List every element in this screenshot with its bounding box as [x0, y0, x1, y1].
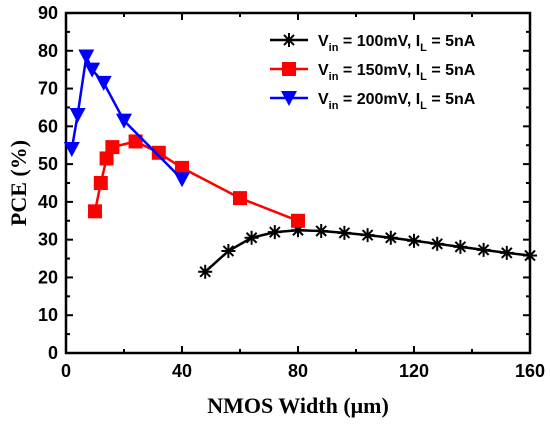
legend-label: Vin = 100mV, IL = 5nA: [318, 33, 476, 54]
y-tick-label: 20: [38, 267, 58, 287]
marker-stroke: [222, 245, 235, 257]
x-tick-label: 40: [172, 361, 192, 381]
legend-text-part: = 200mV, I: [338, 91, 420, 108]
legend-text-part: = 5nA: [427, 33, 476, 50]
legend-marker: [281, 91, 297, 106]
marker-stroke: [501, 247, 513, 259]
data-point: [383, 230, 398, 245]
legend-subscript: L: [420, 100, 427, 112]
marker-stroke: [408, 235, 420, 247]
y-tick-label: 40: [38, 192, 58, 212]
marker-stroke: [283, 34, 295, 46]
legend-entry-1: Vin = 100mV, IL = 5nA: [270, 33, 476, 54]
x-tick-label: 120: [399, 361, 429, 381]
series-3: [63, 49, 190, 188]
legend-entry-2: Vin = 150mV, IL = 5nA: [270, 62, 476, 83]
y-tick-label: 90: [38, 3, 58, 23]
x-axis: 0 40 80 120 160: [61, 13, 545, 381]
y-axis-title: PCE (%): [6, 140, 31, 226]
data-point: [221, 244, 236, 258]
data-point: [233, 191, 247, 206]
data-point: [93, 176, 108, 190]
legend-subscript: L: [420, 42, 427, 54]
legend-entry-3: Vin = 200mV, IL = 5nA: [270, 91, 476, 112]
y-tick-label: 80: [38, 41, 58, 61]
data-point: [151, 145, 166, 160]
data-point: [314, 223, 329, 238]
data-point: [267, 225, 282, 240]
marker-stroke: [385, 232, 397, 244]
legend-text-part: = 100mV, I: [338, 33, 420, 50]
marker-stroke: [338, 227, 351, 239]
data-point: [175, 160, 189, 175]
legend-subscript: in: [329, 42, 339, 54]
marker-stroke: [361, 229, 374, 241]
marker-stroke: [431, 238, 443, 250]
y-tick-label: 50: [38, 154, 58, 174]
legend-label: Vin = 200mV, IL = 5nA: [318, 91, 476, 112]
series-line: [93, 140, 299, 222]
data-point: [95, 75, 112, 91]
legend-subscript: in: [329, 100, 339, 112]
data-point: [78, 49, 95, 65]
y-tick-label: 60: [38, 116, 58, 136]
data-point: [523, 248, 537, 263]
x-tick-label: 160: [515, 361, 545, 381]
legend-text-part: = 5nA: [427, 91, 476, 108]
y-tick-label: 10: [38, 305, 58, 325]
data-point: [116, 113, 132, 129]
legend-subscript: in: [329, 71, 339, 83]
marker-stroke: [454, 241, 467, 253]
data-point: [430, 236, 445, 251]
x-tick-label: 0: [61, 361, 71, 381]
data-point: [198, 264, 213, 279]
legend-subscript: L: [420, 71, 427, 83]
marker-stroke: [524, 249, 536, 262]
marker-stroke: [315, 225, 327, 237]
y-axis: 0 10 20 30 40 50 60 70 80 90: [38, 3, 530, 363]
data-point: [63, 142, 80, 157]
series-1: [198, 223, 537, 279]
data-point: [105, 140, 120, 155]
data-point: [291, 213, 305, 228]
y-tick-label: 30: [38, 230, 58, 250]
legend-text-part: V: [318, 33, 329, 50]
x-tick-label: 80: [288, 361, 308, 381]
marker-stroke: [269, 226, 281, 238]
data-point: [84, 62, 101, 78]
data-point: [337, 225, 352, 240]
legend-marker: [282, 33, 296, 47]
legend-text-part: = 5nA: [427, 62, 476, 79]
marker-stroke: [245, 232, 258, 244]
marker-stroke: [199, 266, 211, 278]
data-point: [69, 108, 86, 123]
data-point: [407, 233, 421, 248]
data-point: [499, 245, 514, 260]
data-point: [244, 230, 259, 245]
series-layer: [63, 49, 537, 279]
legend-marker: [282, 62, 296, 76]
legend-text-part: V: [318, 91, 329, 108]
y-tick-label: 70: [38, 79, 58, 99]
data-point: [360, 228, 375, 243]
legend-text-part: V: [318, 62, 329, 79]
data-point: [128, 134, 143, 149]
marker-stroke: [477, 244, 490, 256]
series-2: [88, 134, 305, 228]
data-point: [88, 204, 102, 219]
data-point: [99, 151, 114, 166]
data-point: [453, 239, 468, 254]
legend-text-part: = 150mV, I: [338, 62, 420, 79]
y-tick-label: 0: [48, 343, 58, 363]
data-point: [174, 172, 190, 188]
x-axis-title: NMOS Width (μm): [207, 393, 389, 418]
data-point: [476, 242, 491, 257]
legend-label: Vin = 150mV, IL = 5nA: [318, 62, 476, 83]
